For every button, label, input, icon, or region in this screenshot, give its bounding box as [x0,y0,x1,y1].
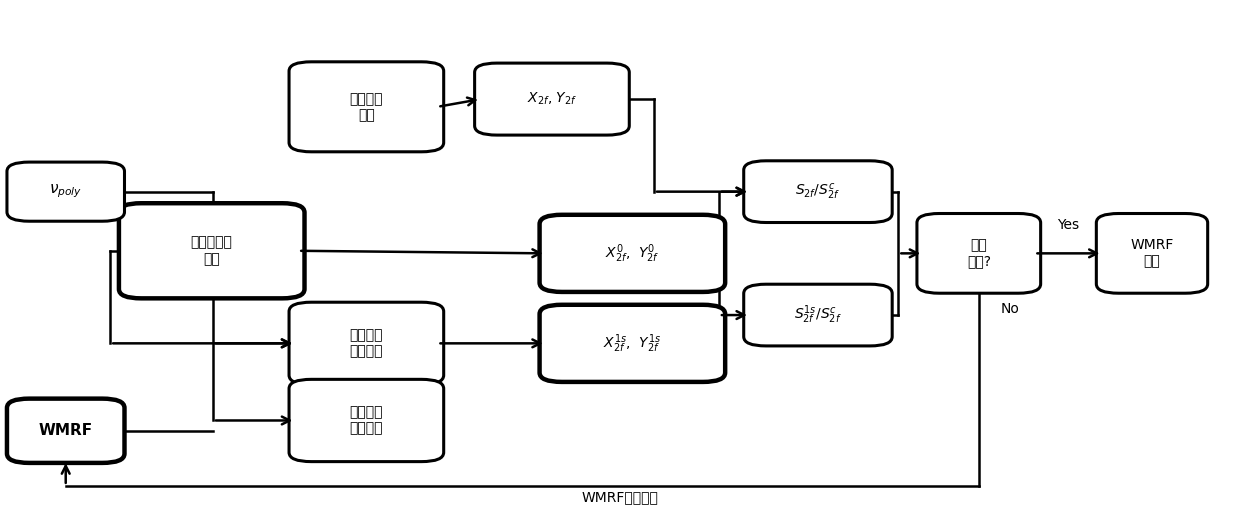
FancyBboxPatch shape [7,399,124,463]
Text: $X^0_{2f}$,  $Y^0_{2f}$: $X^0_{2f}$, $Y^0_{2f}$ [605,242,660,265]
Text: 测量无吸收
光强: 测量无吸收 光强 [191,236,233,266]
Text: WMRF: WMRF [38,423,93,438]
FancyBboxPatch shape [289,62,444,152]
Text: WMRF
参数: WMRF 参数 [1131,238,1174,268]
FancyBboxPatch shape [744,161,893,222]
Text: 最佳
拟合?: 最佳 拟合? [967,238,991,268]
Text: 第一模拟
吸收光强: 第一模拟 吸收光强 [350,328,383,358]
FancyBboxPatch shape [7,162,124,221]
FancyBboxPatch shape [1096,214,1208,293]
Text: 第一模拟
吸收系数: 第一模拟 吸收系数 [350,405,383,436]
FancyBboxPatch shape [539,215,725,292]
Text: No: No [1001,301,1019,316]
Text: $X^{1s}_{2f}$,  $Y^{1s}_{2f}$: $X^{1s}_{2f}$, $Y^{1s}_{2f}$ [603,332,662,355]
FancyBboxPatch shape [119,203,305,298]
FancyBboxPatch shape [475,63,629,135]
Text: 测量吸收
光强: 测量吸收 光强 [350,92,383,122]
FancyBboxPatch shape [289,302,444,385]
Text: $S^{1s}_{2f}$/$S^c_{2f}$: $S^{1s}_{2f}$/$S^c_{2f}$ [794,304,842,326]
Text: $X_{2f}$, $Y_{2f}$: $X_{2f}$, $Y_{2f}$ [527,91,577,108]
FancyBboxPatch shape [289,379,444,462]
FancyBboxPatch shape [539,305,725,382]
FancyBboxPatch shape [916,214,1040,293]
Text: $\nu_{poly}$: $\nu_{poly}$ [50,183,82,201]
Text: $S_{2f}$/$S^c_{2f}$: $S_{2f}$/$S^c_{2f}$ [795,181,841,202]
Text: Yes: Yes [1058,218,1080,232]
Text: WMRF参数设置: WMRF参数设置 [582,490,658,504]
FancyBboxPatch shape [744,284,893,346]
